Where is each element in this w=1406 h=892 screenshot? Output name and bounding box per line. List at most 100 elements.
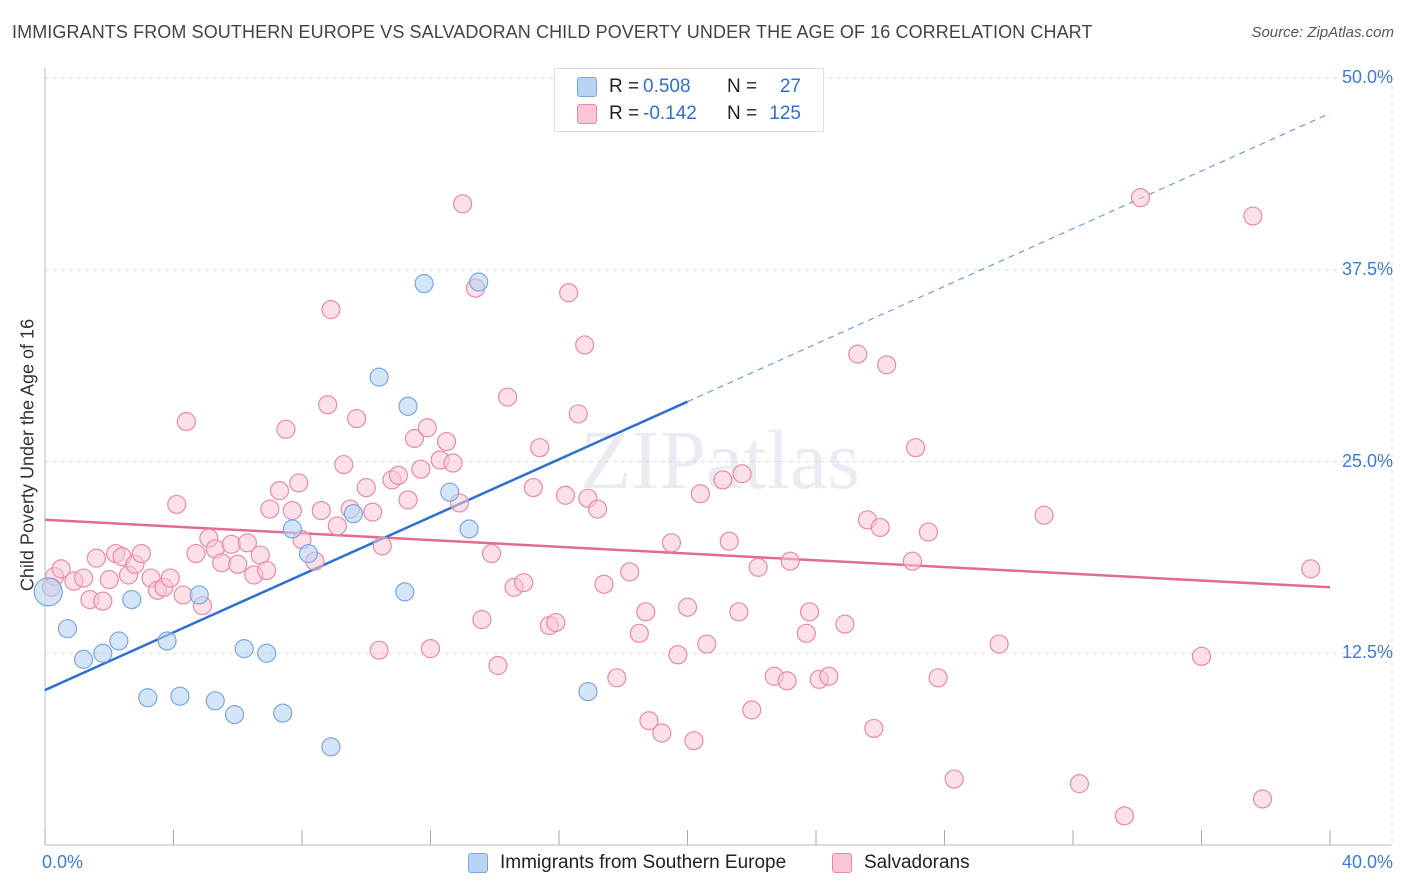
bottom-legend-salvadorans: Salvadorans bbox=[832, 852, 970, 874]
salvadoran-point bbox=[186, 543, 206, 564]
salvadoran-point bbox=[321, 300, 341, 320]
salvadoran-point bbox=[372, 536, 392, 556]
legend-n-label: N = bbox=[727, 103, 758, 124]
immigrant-point bbox=[298, 543, 319, 564]
salvadoran-point bbox=[481, 543, 502, 564]
salvadoran-point bbox=[1243, 206, 1263, 226]
salvadoran-point bbox=[989, 634, 1009, 654]
axes bbox=[44, 68, 1392, 846]
salvadoran-point bbox=[639, 711, 659, 731]
salvadoran-point bbox=[73, 568, 94, 588]
y-tick-label: 50.0% bbox=[1341, 67, 1393, 87]
immigrant-point bbox=[440, 482, 460, 502]
immigrant-point bbox=[33, 577, 63, 607]
salvadoran-point bbox=[555, 485, 576, 505]
immigrant-point bbox=[189, 585, 209, 605]
immigrant-point bbox=[414, 273, 434, 294]
immigrant-point bbox=[257, 643, 277, 663]
immigrant-point bbox=[157, 631, 177, 651]
bottom-legend-swatch-pink bbox=[832, 853, 852, 873]
salvadoran-point bbox=[870, 517, 890, 538]
salvadoran-point bbox=[944, 769, 964, 789]
salvadoran-point bbox=[257, 560, 277, 581]
y-tick-label: 25.0% bbox=[1341, 450, 1393, 471]
y-tick-label: 37.5% bbox=[1341, 258, 1393, 279]
salvadoran-point bbox=[748, 557, 768, 577]
salvadoran-point bbox=[498, 387, 518, 407]
salvadoran-point bbox=[167, 494, 187, 515]
immigrant-point bbox=[138, 688, 158, 708]
salvadoran-point bbox=[388, 465, 408, 485]
salvadoran-point bbox=[311, 500, 331, 521]
salvadoran-point bbox=[780, 551, 800, 571]
salvadoran-point bbox=[1069, 774, 1090, 794]
salvadoran-point bbox=[568, 404, 588, 424]
data-points bbox=[33, 188, 1321, 826]
salvadoran-point bbox=[732, 464, 752, 484]
salvadoran-point bbox=[436, 431, 457, 452]
legend-n-value: 125 bbox=[769, 103, 801, 124]
watermark: ZIPatlas bbox=[580, 414, 860, 507]
salvadoran-point bbox=[228, 554, 248, 574]
salvadoran-point bbox=[652, 723, 672, 743]
salvadoran-point bbox=[472, 609, 492, 630]
immigrant-point bbox=[282, 519, 302, 539]
salvadoran-point bbox=[86, 548, 107, 568]
salvadoran-point bbox=[514, 573, 534, 593]
salvadoran-point bbox=[777, 671, 797, 691]
bottom-legend-swatch-blue bbox=[468, 853, 488, 873]
legend-swatch-blue bbox=[577, 77, 597, 97]
salvadoran-point bbox=[668, 645, 688, 665]
salvadoran-point bbox=[905, 438, 926, 458]
immigrant-trend-extension bbox=[687, 112, 1331, 403]
salvadoran-point bbox=[369, 640, 389, 660]
salvadoran-point bbox=[269, 481, 290, 501]
salvadoran-point bbox=[327, 516, 347, 536]
legend-swatch-pink bbox=[577, 104, 597, 124]
legend-row-salvadorans: R = -0.142 N = 125 bbox=[577, 102, 801, 126]
immigrant-point bbox=[469, 272, 489, 292]
salvadoran-point bbox=[587, 499, 608, 519]
salvadoran-point bbox=[928, 668, 948, 688]
salvadoran-point bbox=[1191, 646, 1212, 666]
correlation-legend: R = 0.508 N = 27 R = -0.142 N = 125 bbox=[554, 68, 824, 132]
immigrant-point bbox=[343, 504, 363, 524]
salvadoran-point bbox=[276, 419, 296, 439]
salvadoran-point bbox=[334, 454, 354, 475]
salvadoran-point bbox=[594, 574, 614, 594]
salvadoran-point bbox=[559, 283, 579, 303]
salvadoran-point bbox=[690, 484, 710, 504]
salvadoran-point bbox=[1034, 505, 1054, 525]
salvadoran-point bbox=[411, 459, 431, 479]
y-tick-label: 12.5% bbox=[1341, 642, 1393, 663]
salvadoran-point bbox=[661, 533, 682, 553]
salvadoran-point bbox=[530, 438, 550, 458]
salvadoran-point bbox=[848, 344, 868, 364]
salvadoran-point bbox=[237, 533, 257, 553]
x-tick-label: 0.0% bbox=[42, 852, 84, 872]
x-tick-label: 40.0% bbox=[1341, 852, 1393, 872]
salvadoran-point bbox=[877, 355, 897, 375]
immigrant-point bbox=[578, 681, 598, 702]
salvadoran-point bbox=[864, 718, 884, 739]
salvadoran-point bbox=[356, 477, 376, 498]
immigrant-point bbox=[109, 631, 129, 651]
immigrant-point bbox=[398, 396, 418, 416]
salvadoran-point bbox=[176, 412, 196, 432]
salvadoran-point bbox=[799, 602, 820, 622]
salvadoran-point bbox=[443, 453, 463, 473]
salvadoran-point bbox=[902, 551, 922, 571]
legend-r-label: R = bbox=[609, 76, 640, 97]
salvadoran-point bbox=[713, 470, 733, 490]
immigrant-point bbox=[205, 691, 225, 711]
y-axis-label: Child Poverty Under the Age of 16 bbox=[17, 318, 38, 592]
legend-row-immigrants: R = 0.508 N = 27 bbox=[577, 75, 801, 99]
legend-r-value: -0.142 bbox=[643, 103, 697, 124]
immigrant-point bbox=[170, 686, 190, 706]
bottom-legend-label: Salvadorans bbox=[864, 852, 970, 873]
salvadoran-point bbox=[160, 568, 180, 588]
salvadoran-point bbox=[629, 623, 649, 643]
salvadoran-point bbox=[173, 585, 193, 605]
salvadoran-point bbox=[417, 418, 437, 438]
